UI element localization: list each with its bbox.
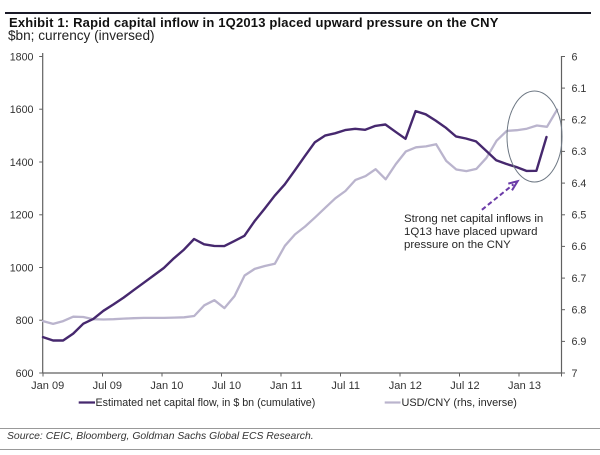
svg-text:Jan 11: Jan 11 bbox=[270, 380, 302, 392]
svg-text:800: 800 bbox=[16, 315, 34, 327]
svg-text:USD/CNY (rhs, inverse): USD/CNY (rhs, inverse) bbox=[402, 397, 517, 409]
svg-text:Strong net capital inflows in: Strong net capital inflows in bbox=[404, 213, 543, 225]
svg-text:Jan 10: Jan 10 bbox=[150, 380, 183, 392]
svg-text:1400: 1400 bbox=[10, 157, 34, 169]
svg-text:6: 6 bbox=[572, 51, 578, 63]
svg-text:Jul 12: Jul 12 bbox=[450, 380, 479, 392]
svg-text:6.2: 6.2 bbox=[572, 115, 587, 127]
svg-text:6.6: 6.6 bbox=[572, 241, 587, 253]
svg-text:Jul 10: Jul 10 bbox=[212, 380, 241, 392]
svg-text:6.8: 6.8 bbox=[572, 305, 587, 317]
svg-text:Jan 12: Jan 12 bbox=[389, 380, 422, 392]
svg-text:Jan 13: Jan 13 bbox=[508, 380, 541, 392]
svg-text:Jul 09: Jul 09 bbox=[93, 380, 122, 392]
svg-text:1800: 1800 bbox=[10, 51, 34, 63]
svg-text:6.1: 6.1 bbox=[572, 83, 587, 95]
svg-text:6.4: 6.4 bbox=[572, 178, 587, 190]
svg-text:1Q13 have placed upward: 1Q13 have placed upward bbox=[404, 226, 538, 238]
svg-text:7: 7 bbox=[572, 368, 578, 380]
svg-text:600: 600 bbox=[16, 368, 34, 380]
svg-text:Jan 09: Jan 09 bbox=[31, 380, 64, 392]
svg-text:Jul 11: Jul 11 bbox=[331, 380, 360, 392]
svg-text:6.7: 6.7 bbox=[572, 273, 587, 285]
svg-text:1600: 1600 bbox=[10, 104, 34, 116]
svg-text:Estimated net capital flow, in: Estimated net capital flow, in $ bn (cum… bbox=[96, 397, 316, 409]
svg-text:pressure on the CNY: pressure on the CNY bbox=[404, 239, 511, 251]
svg-text:1000: 1000 bbox=[10, 262, 34, 274]
svg-text:6.9: 6.9 bbox=[572, 336, 587, 348]
svg-text:1200: 1200 bbox=[10, 210, 34, 222]
svg-text:6.5: 6.5 bbox=[572, 210, 587, 222]
svg-text:6.3: 6.3 bbox=[572, 146, 587, 158]
